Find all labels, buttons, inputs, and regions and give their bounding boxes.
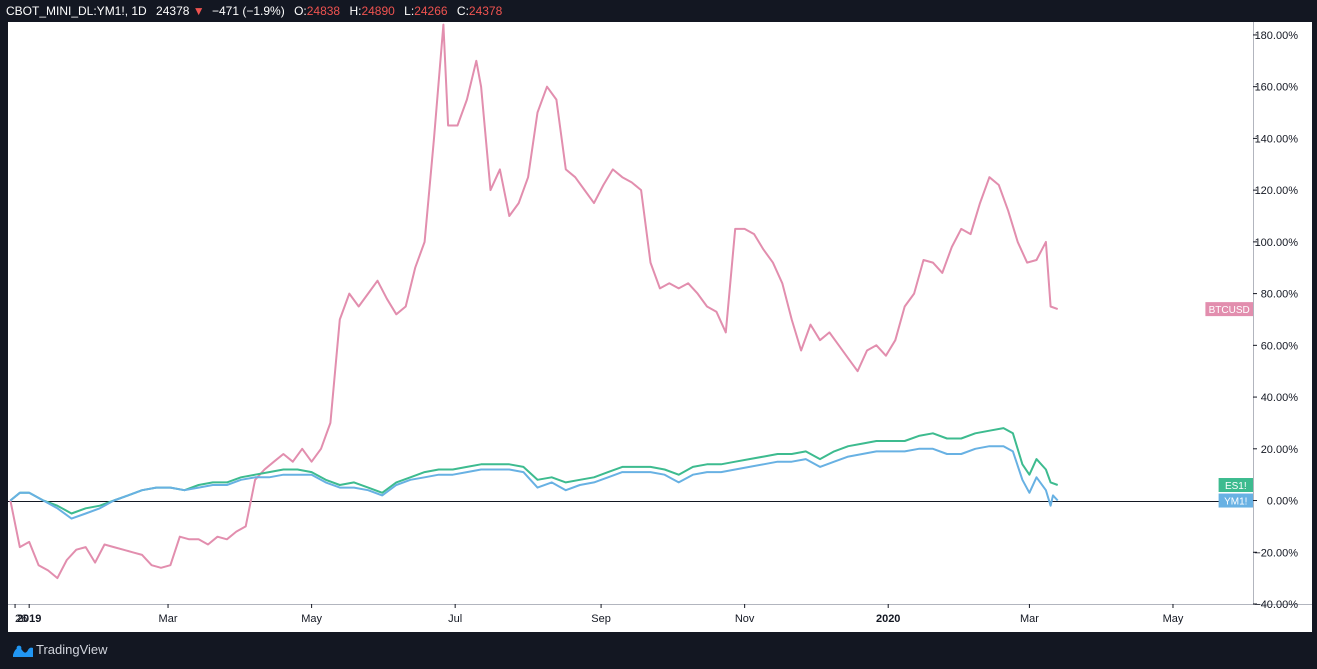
- x-tick-label: Mar: [1020, 613, 1039, 625]
- chart-svg[interactable]: 180.00% 160.00% 140.00% 120.00% 100.00% 80.00…: [8, 22, 1312, 632]
- x-tick-label: Jul: [448, 613, 462, 625]
- high-label: H:: [349, 4, 362, 18]
- series-label-text: BTCUSD: [1209, 305, 1250, 316]
- x-tick-label: May: [301, 613, 322, 625]
- y-tick-label: 180.00%: [1255, 30, 1299, 42]
- series-es1: [9, 427, 1059, 515]
- symbol-title[interactable]: CBOT_MINI_DL:YM1!, 1D: [6, 4, 147, 18]
- x-tick-label: May: [1163, 613, 1184, 625]
- low-value: 24266: [414, 4, 448, 18]
- series-label-box: [1218, 478, 1253, 493]
- open-value: 24838: [306, 4, 341, 18]
- series-line: [9, 23, 1059, 580]
- chart-header: CBOT_MINI_DL:YM1!, 1D 24378 ▼ −471 (−1.9…: [0, 0, 1317, 22]
- y-tick-label: 120.00%: [1255, 185, 1299, 197]
- close-value: 24378: [468, 4, 503, 18]
- y-tick-label: 140.00%: [1255, 133, 1299, 145]
- x-tick-label: Sep: [591, 613, 611, 625]
- low-label: L:: [404, 4, 415, 18]
- price-change: −471 (−1.9%): [212, 4, 285, 18]
- x-tick-label: Nov: [735, 613, 755, 625]
- down-arrow-icon: ▼: [192, 4, 205, 18]
- x-tick-label: 2019: [17, 613, 41, 625]
- x-tick-label: Mar: [159, 613, 178, 625]
- series-label-box: [1218, 493, 1253, 508]
- tradingview-label[interactable]: TradingView: [36, 642, 108, 657]
- x-tick-label: 26: [15, 613, 27, 625]
- series-label-box: [1205, 302, 1253, 317]
- y-tick-label: 80.00%: [1261, 289, 1299, 301]
- series-btcusd: [9, 23, 1059, 580]
- open-label: O:: [294, 4, 307, 18]
- y-tick-label: −20.00%: [1254, 547, 1298, 559]
- y-tick-label: −40.00%: [1254, 599, 1298, 611]
- close-label: C:: [456, 4, 469, 18]
- series-line: [9, 427, 1059, 515]
- y-tick-label: 160.00%: [1255, 82, 1299, 94]
- y-tick-label: 60.00%: [1261, 340, 1299, 352]
- chart-area[interactable]: 180.00% 160.00% 140.00% 120.00% 100.00% 80.00…: [8, 22, 1312, 632]
- y-tick-label: 100.00%: [1255, 237, 1299, 249]
- y-tick-label: 0.00%: [1267, 496, 1298, 508]
- x-tick-label: 2020: [876, 613, 900, 625]
- last-price: 24378: [156, 4, 190, 18]
- series-label-text: ES1!: [1225, 481, 1247, 492]
- series-label-text: YM1!: [1224, 497, 1247, 508]
- y-tick-label: 20.00%: [1261, 444, 1299, 456]
- series-ym1: [9, 445, 1059, 520]
- footer: TradingView: [0, 632, 1317, 669]
- tradingview-logo-icon[interactable]: [12, 642, 34, 658]
- series-line: [9, 445, 1059, 520]
- y-tick-label: 40.00%: [1261, 392, 1299, 404]
- high-value: 24890: [361, 4, 395, 18]
